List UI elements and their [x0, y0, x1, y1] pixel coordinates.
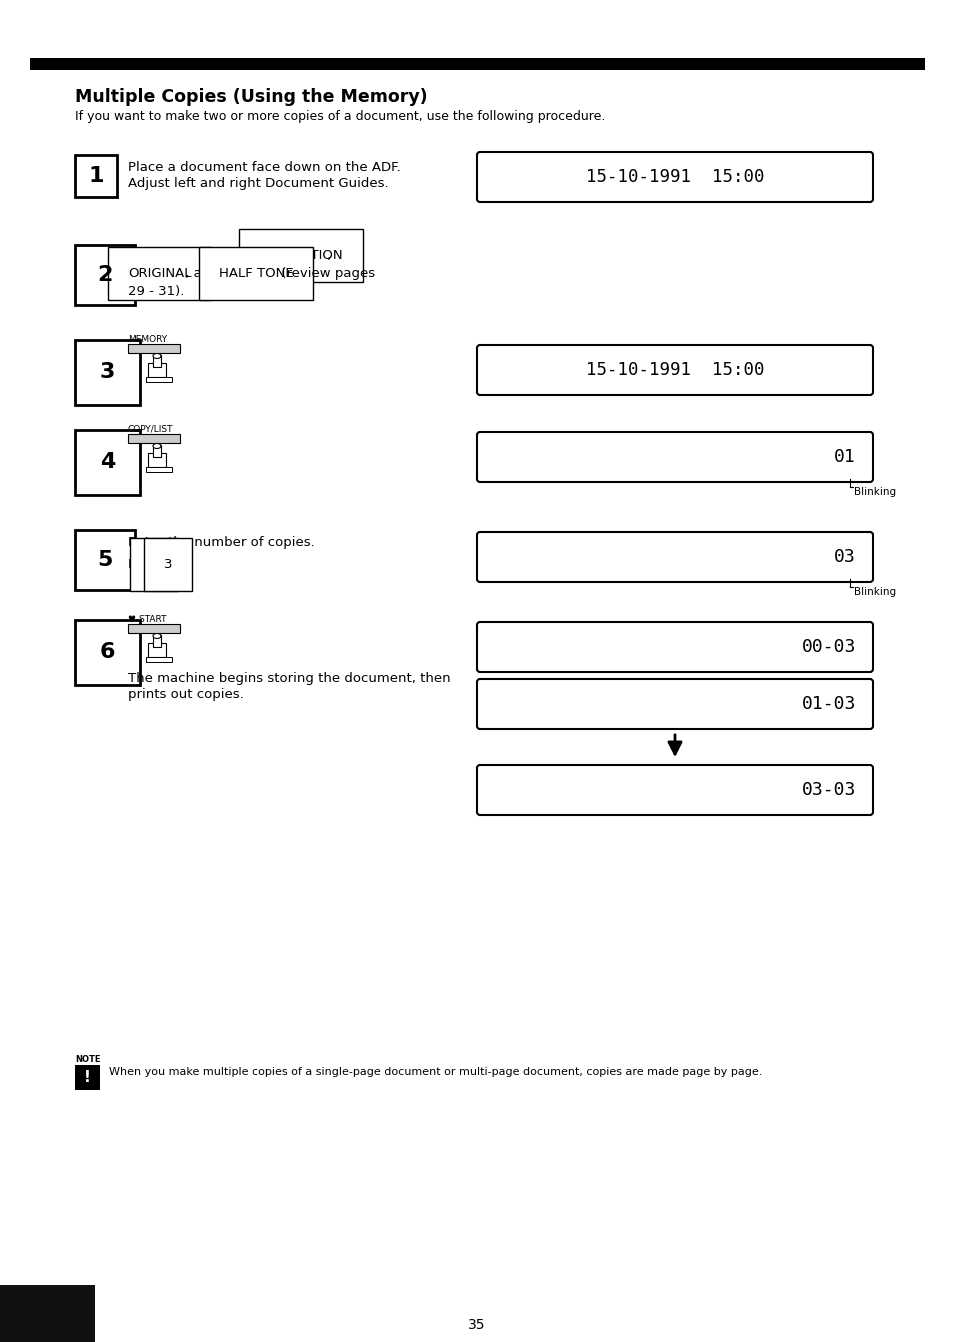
- Text: 35: 35: [468, 1318, 485, 1333]
- Ellipse shape: [152, 353, 161, 358]
- Bar: [148, 643, 166, 658]
- Bar: [75, 154, 117, 197]
- Text: ORIGINAL: ORIGINAL: [128, 267, 192, 280]
- Text: Blinking: Blinking: [853, 586, 895, 597]
- Bar: [146, 377, 172, 382]
- Text: 15-10-1991  15:00: 15-10-1991 15:00: [585, 361, 763, 378]
- Text: If  necessary,  adjust: If necessary, adjust: [128, 250, 274, 262]
- Text: 01-03: 01-03: [801, 695, 855, 713]
- Text: If you want to make two or more copies of a document, use the following procedur: If you want to make two or more copies o…: [75, 110, 605, 123]
- Text: The machine begins storing the document, then: The machine begins storing the document,…: [128, 672, 450, 684]
- Text: 0: 0: [150, 558, 158, 570]
- Ellipse shape: [152, 443, 161, 448]
- Text: 03: 03: [833, 548, 855, 566]
- Text: COPY/LIST: COPY/LIST: [128, 425, 173, 433]
- Text: , and: , and: [181, 267, 223, 280]
- Bar: [148, 362, 166, 377]
- Text: NOTE: NOTE: [75, 1055, 100, 1064]
- Text: Ex:: Ex:: [128, 558, 152, 570]
- Text: !: !: [84, 1070, 91, 1084]
- FancyBboxPatch shape: [476, 621, 872, 672]
- Text: HALF TONE: HALF TONE: [219, 267, 294, 280]
- Text: MEMORY: MEMORY: [128, 336, 167, 344]
- Bar: [75, 429, 140, 495]
- Text: 3: 3: [164, 558, 172, 570]
- Text: Enter the number of copies.: Enter the number of copies.: [128, 535, 314, 549]
- Text: 4: 4: [100, 452, 115, 472]
- Bar: [152, 446, 161, 458]
- Text: 6: 6: [100, 643, 115, 663]
- Text: Blinking: Blinking: [853, 487, 895, 497]
- Text: 01: 01: [833, 448, 855, 466]
- Text: ,: ,: [322, 250, 331, 262]
- Text: ♥ START: ♥ START: [128, 615, 167, 624]
- Text: 03-03: 03-03: [801, 781, 855, 798]
- FancyBboxPatch shape: [476, 152, 872, 203]
- Bar: [75, 340, 140, 405]
- Text: Multiple Copies (Using the Memory): Multiple Copies (Using the Memory): [75, 89, 427, 106]
- Text: When you make multiple copies of a single-page document or multi-page document, : When you make multiple copies of a singl…: [109, 1067, 761, 1078]
- Bar: [128, 624, 180, 633]
- Bar: [75, 246, 135, 305]
- Bar: [30, 58, 924, 70]
- Text: 5: 5: [97, 550, 112, 570]
- Text: 29 - 31).: 29 - 31).: [128, 285, 184, 298]
- Bar: [146, 658, 172, 662]
- Text: RESOLUTION: RESOLUTION: [258, 250, 343, 262]
- FancyBboxPatch shape: [476, 531, 872, 582]
- Bar: [75, 1066, 100, 1090]
- FancyBboxPatch shape: [476, 432, 872, 482]
- Text: 2: 2: [97, 264, 112, 285]
- Text: 1: 1: [89, 166, 104, 187]
- Text: Place a document face down on the ADF.: Place a document face down on the ADF.: [128, 161, 400, 174]
- Text: prints out copies.: prints out copies.: [128, 688, 244, 701]
- Text: Adjust left and right Document Guides.: Adjust left and right Document Guides.: [128, 177, 388, 191]
- Bar: [75, 530, 135, 590]
- Text: 00-03: 00-03: [801, 637, 855, 656]
- Text: 3: 3: [100, 362, 115, 382]
- Bar: [128, 433, 180, 443]
- Bar: [148, 454, 166, 467]
- Bar: [0, 1286, 95, 1342]
- Text: (review pages: (review pages: [277, 267, 375, 280]
- Ellipse shape: [152, 633, 161, 639]
- FancyBboxPatch shape: [476, 765, 872, 815]
- Bar: [146, 467, 172, 472]
- Text: 15-10-1991  15:00: 15-10-1991 15:00: [585, 168, 763, 187]
- Bar: [152, 356, 161, 366]
- Bar: [75, 620, 140, 684]
- Bar: [152, 635, 161, 647]
- FancyBboxPatch shape: [476, 679, 872, 729]
- Bar: [128, 344, 180, 353]
- FancyBboxPatch shape: [476, 345, 872, 395]
